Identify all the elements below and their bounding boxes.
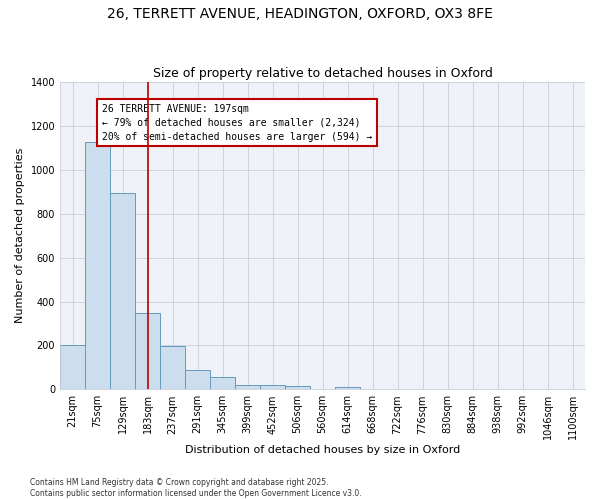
Bar	[335, 386, 360, 390]
Bar	[160, 346, 185, 390]
Bar	[210, 378, 235, 390]
Bar	[185, 370, 210, 390]
Bar	[110, 193, 135, 390]
Text: 26, TERRETT AVENUE, HEADINGTON, OXFORD, OX3 8FE: 26, TERRETT AVENUE, HEADINGTON, OXFORD, …	[107, 8, 493, 22]
Bar	[135, 312, 160, 390]
Bar	[60, 346, 85, 390]
Text: Contains HM Land Registry data © Crown copyright and database right 2025.
Contai: Contains HM Land Registry data © Crown c…	[30, 478, 362, 498]
Text: 26 TERRETT AVENUE: 197sqm
← 79% of detached houses are smaller (2,324)
20% of se: 26 TERRETT AVENUE: 197sqm ← 79% of detac…	[102, 104, 372, 142]
Title: Size of property relative to detached houses in Oxford: Size of property relative to detached ho…	[152, 66, 493, 80]
Bar	[285, 386, 310, 390]
X-axis label: Distribution of detached houses by size in Oxford: Distribution of detached houses by size …	[185, 445, 460, 455]
Bar	[235, 384, 260, 390]
Y-axis label: Number of detached properties: Number of detached properties	[15, 148, 25, 324]
Bar	[85, 142, 110, 390]
Bar	[260, 385, 285, 390]
